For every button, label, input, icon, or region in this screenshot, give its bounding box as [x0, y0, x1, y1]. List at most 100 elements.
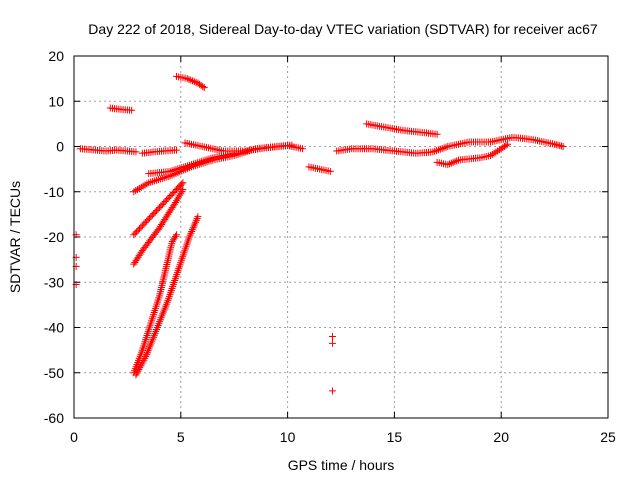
data-point	[133, 228, 141, 236]
data-point	[168, 190, 176, 198]
data-point	[167, 192, 175, 200]
y-tick-label: 20	[48, 48, 64, 64]
y-tick-label: 0	[56, 139, 64, 155]
x-tick-label: 5	[177, 429, 185, 445]
data-point	[131, 229, 139, 237]
y-tick-label: -10	[44, 184, 64, 200]
series-arc-steep-4	[132, 213, 202, 379]
data-point	[185, 75, 193, 83]
data-point	[446, 160, 454, 168]
data-point	[153, 207, 161, 215]
data-point	[132, 148, 140, 156]
data-point	[138, 222, 146, 230]
data-point	[502, 141, 510, 149]
data-point	[559, 143, 567, 150]
axis-ticks: 0 5 10 15 20 25 20 10 0 -10 -20 -30 -40 -50 -60	[44, 48, 616, 445]
x-tick-label: 10	[280, 429, 296, 445]
data-point	[170, 189, 178, 197]
data-point	[173, 231, 181, 239]
data-point	[187, 76, 195, 84]
data-point	[288, 141, 296, 149]
data-point	[299, 145, 307, 153]
plot-frame	[73, 55, 609, 419]
data-point	[134, 226, 142, 234]
y-tick-label: 10	[48, 93, 64, 109]
y-axis-label: SDTVAR / TECUs	[7, 181, 23, 293]
series-arc-dip-1	[305, 163, 334, 175]
data-point	[492, 148, 500, 156]
y-tick-label: -20	[44, 229, 64, 245]
data-point	[328, 339, 336, 347]
data-point	[451, 158, 459, 166]
x-tick-label: 15	[387, 429, 403, 445]
data-point	[490, 149, 498, 157]
data-point	[183, 75, 191, 83]
series-arc-high-2	[173, 72, 208, 92]
data-point	[155, 204, 163, 212]
series-arc-high-1	[106, 104, 136, 114]
data-point	[145, 214, 153, 222]
chart-title: Day 222 of 2018, Sidereal Day-to-day VTE…	[88, 21, 598, 37]
data-point	[141, 219, 149, 227]
data-point	[128, 106, 136, 114]
data-point	[157, 202, 165, 210]
series-arc-rising-2	[145, 149, 238, 178]
data-point	[144, 216, 152, 224]
data-point	[494, 147, 502, 155]
data-point	[230, 149, 238, 157]
data-point	[328, 387, 336, 395]
data-point	[137, 223, 145, 231]
data-point	[171, 198, 179, 206]
data-point	[200, 84, 208, 92]
x-tick-label: 25	[600, 429, 616, 445]
data-point	[189, 77, 197, 85]
y-tick-label: -60	[44, 410, 64, 426]
data-point	[199, 83, 207, 91]
data-point	[178, 180, 186, 188]
series-arc-steep-2	[130, 185, 187, 268]
data-point	[453, 157, 461, 165]
x-tick-label: 0	[70, 429, 78, 445]
data-point	[173, 146, 181, 154]
series-arc-main-baseline	[76, 145, 140, 156]
data-point	[150, 210, 158, 218]
series-scatter-outliers	[72, 231, 336, 395]
data-point	[158, 201, 166, 209]
data-point	[147, 213, 155, 221]
data-point	[328, 333, 336, 341]
x-tick-label: 20	[493, 429, 509, 445]
data-point	[165, 193, 173, 201]
data-point	[163, 196, 171, 204]
data-point	[143, 217, 151, 225]
data-point	[171, 232, 179, 240]
series-arc-mid-2	[333, 133, 567, 157]
data-point	[433, 130, 441, 138]
data-point	[326, 167, 334, 175]
data-point	[160, 199, 168, 207]
data-point	[190, 78, 198, 86]
data-point	[161, 198, 169, 206]
data-point	[487, 152, 495, 160]
data-point	[154, 205, 162, 213]
data-point	[164, 195, 172, 203]
series-arc-steep-1	[130, 179, 187, 239]
y-tick-label: -50	[44, 365, 64, 381]
series-arc-high-3	[363, 120, 441, 138]
data-points	[72, 72, 567, 395]
data-point	[488, 150, 496, 158]
x-axis-label: GPS time / hours	[288, 457, 395, 473]
data-point	[447, 159, 455, 167]
y-tick-label: -40	[44, 320, 64, 336]
data-point	[504, 140, 512, 148]
data-point	[444, 161, 452, 169]
series-arc-low-right	[433, 140, 512, 169]
data-point	[148, 211, 156, 219]
series-arc-short-1	[138, 146, 181, 157]
data-point	[151, 208, 159, 216]
data-point	[449, 158, 457, 166]
data-point	[179, 185, 187, 193]
data-point	[130, 231, 138, 239]
data-point	[140, 220, 148, 228]
